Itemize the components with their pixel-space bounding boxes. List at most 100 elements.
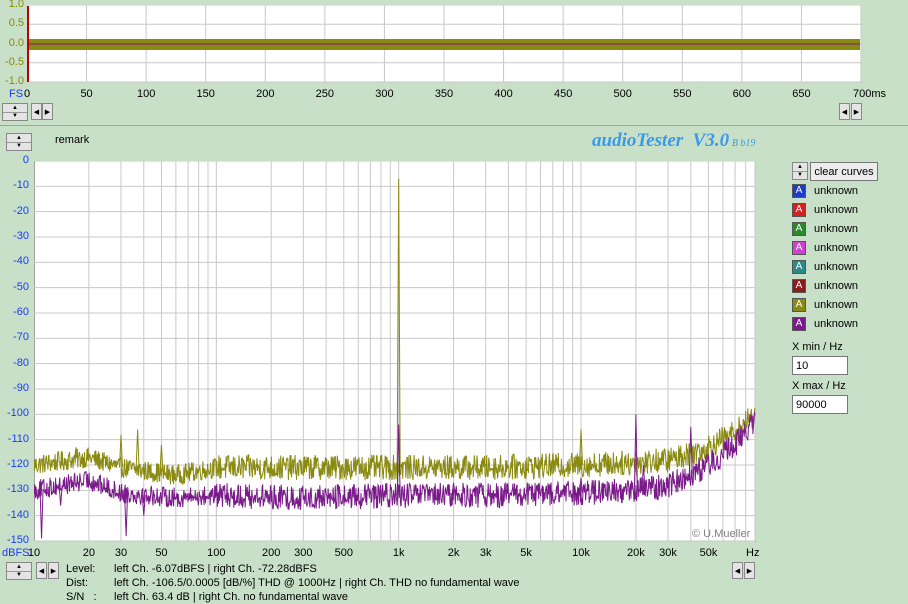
x-tick-label: 5k [520,547,532,559]
scope-x-tick: 350 [434,88,454,100]
y-tick-label: -100 [6,407,29,420]
y-tick-label: 0 [22,154,29,166]
spectrum-end-left-button[interactable]: ◀ [732,562,743,579]
curve-color-icon[interactable]: A [792,241,806,255]
spectrum-peak [58,485,63,506]
xmin-field[interactable]: 10 [792,356,848,375]
spectrum-scroll-right-button[interactable]: ▶ [48,562,59,579]
spectrum-peak [688,426,693,474]
legend-spinner[interactable]: ▲ ▼ [792,162,808,180]
spectrum-peak [141,494,146,516]
x-tick-label: 20 [82,547,95,559]
scope-y-tick: -1.0 [5,75,24,87]
spin-up-icon: ▲ [16,134,22,141]
spectrum-peak [641,464,646,490]
spectrum-plot: © U.Mueller [34,161,756,542]
spin-up-icon: ▲ [12,104,18,111]
app-title-text: audioTester V3.0 [592,130,730,151]
series-line [34,411,756,511]
spectrum-peaks [39,178,693,539]
x-tick-label: 100 [207,547,226,559]
x-tick-label: 3k [479,547,492,559]
curve-color-icon[interactable]: A [792,260,806,274]
remark-spinner[interactable]: ▲ ▼ [6,133,32,151]
scope-scroll-left-button[interactable]: ◀ [31,103,42,120]
spectrum-peak [124,493,129,536]
y-axis-label: dBFS [2,547,30,559]
scope-x-tick: 0 [23,88,31,100]
scope-x-tick: 100 [136,88,156,100]
dist-text: left Ch. -106.5/0.0005 [dB/%] THD @ 1000… [114,577,520,589]
spectrum-peak [579,477,584,493]
xmax-label: X max / Hz [792,380,846,392]
xmin-label: X min / Hz [792,341,843,353]
scope-scroll-right-button[interactable]: ▶ [42,103,53,120]
y-tick-label: -50 [13,280,29,293]
x-tick-label: 200 [262,547,281,559]
scope-plot [27,5,862,83]
scope-y-tick: 0.5 [8,17,24,30]
scope-y-tick: 0.0 [8,36,24,49]
scope-end-left-button[interactable]: ◀ [839,103,850,120]
y-tick-label: -140 [6,508,29,521]
xmax-field[interactable]: 90000 [792,395,848,414]
spectrum-peak [633,414,638,491]
spectrum-scale-spinner[interactable]: ▲ ▼ [6,562,32,580]
y-tick-label: -130 [6,483,29,496]
x-tick-label: 10 [27,547,41,559]
curve-color-icon[interactable]: A [792,317,806,331]
x-tick-label: 50 [155,547,168,559]
clear-curves-button[interactable]: clear curves [810,162,878,181]
legend-label: unknown [814,318,859,330]
y-tick-label: -120 [6,458,29,470]
x-tick-label: 30k [659,547,677,559]
scope-y-tick: -0.5 [5,55,24,68]
spectrum-scroll-left-button[interactable]: ◀ [36,562,47,579]
spin-down-icon: ▼ [7,570,31,580]
x-axis-unit: Hz [746,547,760,559]
legend-label: unknown [814,223,859,235]
sn-text: left Ch. 63.4 dB | right Ch. no fundamen… [114,591,348,603]
y-tick-label: -40 [13,255,29,268]
watermark: © U.Mueller [692,528,751,540]
curve-color-icon[interactable]: A [792,279,806,293]
y-tick-label: -10 [13,179,29,192]
separator [0,125,908,126]
scope-x-tick: 300 [375,88,394,100]
x-tick-label: 500 [334,547,353,559]
spectrum-peak [396,178,401,468]
curve-color-icon[interactable]: A [792,298,806,312]
level-text: left Ch. -6.07dBFS | right Ch. -72.28dBF… [114,563,317,575]
scope-y-tick: 1.0 [8,0,24,10]
spectrum-end-right-button[interactable]: ▶ [744,562,755,579]
spectrum-peak [451,482,456,496]
x-tick-label: 300 [294,547,313,559]
scope-fs-label: FS [9,88,24,100]
sn-label: S/N : [66,591,97,603]
app-title: audioTester V3.0 B b19 [592,130,755,152]
y-tick-label: -60 [13,306,29,318]
spin-down-icon: ▼ [7,141,31,151]
app-version: B b19 [731,138,756,149]
curve-color-icon[interactable]: A [792,184,806,198]
spectrum-peak [579,429,584,466]
x-tick-label: 10k [572,547,590,559]
scope-x-tick: 250 [315,88,335,100]
curve-color-icon[interactable]: A [792,222,806,236]
dist-label: Dist: [66,577,88,589]
scope-scale-spinner[interactable]: ▲ ▼ [2,103,28,121]
x-tick-label: 30 [114,547,128,559]
legend-label: unknown [814,242,859,254]
scope-end-right-button[interactable]: ▶ [851,103,862,120]
curve-color-icon[interactable]: A [792,203,806,217]
level-label: Level: [66,563,96,575]
legend-label: unknown [814,299,859,311]
